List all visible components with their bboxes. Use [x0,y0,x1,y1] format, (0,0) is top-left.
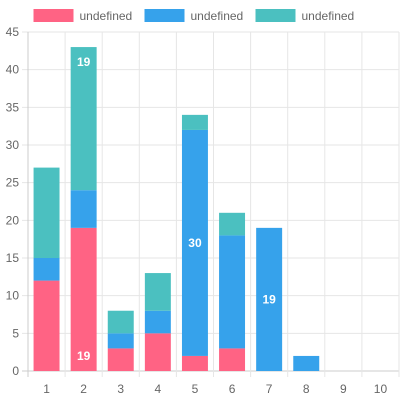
x-tick-label: 3 [117,382,124,396]
bar-segment-series-3-cat-3[interactable] [107,310,134,334]
legend: undefined undefined undefined [33,9,355,23]
legend-label: undefined [302,9,355,23]
y-tick-label: 10 [6,289,20,303]
y-tick-label: 30 [6,138,20,152]
x-tick-label: 1 [43,382,50,396]
x-tick-label: 5 [192,382,199,396]
legend-swatch [255,9,296,22]
data-label: 30 [188,236,202,250]
legend-label: undefined [191,9,244,23]
bar-segment-series-1-cat-3[interactable] [107,348,134,371]
y-tick-label: 0 [12,364,19,378]
bar-segment-series-1-cat-5[interactable] [181,355,208,371]
x-tick-label: 6 [229,382,236,396]
y-tick-label: 20 [6,213,20,227]
x-tick-label: 4 [155,382,162,396]
x-tick-label: 7 [266,382,273,396]
bar-segment-series-3-cat-1[interactable] [33,167,60,258]
x-tick-label: 10 [374,382,388,396]
bar-segment-series-2-cat-2[interactable] [70,190,97,228]
bar-segment-series-2-cat-6[interactable] [219,235,246,349]
bar-segment-series-3-cat-6[interactable] [219,212,246,236]
y-tick-label: 15 [6,251,20,265]
y-tick-label: 25 [6,176,20,190]
data-label: 19 [262,292,276,306]
bar-segment-series-1-cat-6[interactable] [219,348,246,371]
y-tick-label: 45 [6,25,20,39]
y-tick-label: 35 [6,100,20,114]
bar-segment-series-3-cat-4[interactable] [144,273,171,311]
bar-segment-series-2-cat-7[interactable] [256,227,283,371]
x-tick-label: 8 [303,382,310,396]
bars [33,47,320,371]
bar-segment-series-1-cat-4[interactable] [144,333,171,371]
y-tick-label: 5 [12,326,19,340]
bar-segment-series-3-cat-2[interactable] [70,47,97,191]
bar-segment-series-2-cat-3[interactable] [107,333,134,349]
data-label: 19 [77,349,91,363]
bar-segment-series-2-cat-1[interactable] [33,258,60,281]
legend-label: undefined [80,9,133,23]
bar-segment-series-2-cat-4[interactable] [144,310,171,334]
legend-item-1[interactable]: undefined [33,9,133,23]
legend-swatch [33,9,74,22]
x-tick-label: 9 [340,382,347,396]
bar-segment-series-2-cat-8[interactable] [293,355,320,371]
data-labels: 19 19 30 19 [77,55,276,363]
bar-segment-series-1-cat-1[interactable] [33,280,60,371]
legend-item-3[interactable]: undefined [255,9,355,23]
legend-item-2[interactable]: undefined [144,9,244,23]
x-tick-label: 2 [80,382,87,396]
bar-segment-series-3-cat-5[interactable] [181,114,208,130]
legend-swatch [144,9,185,22]
bar-segment-series-1-cat-2[interactable] [70,227,97,371]
bar-segment-series-2-cat-5[interactable] [181,129,208,356]
y-tick-label: 40 [6,63,20,77]
data-label: 19 [77,55,91,69]
